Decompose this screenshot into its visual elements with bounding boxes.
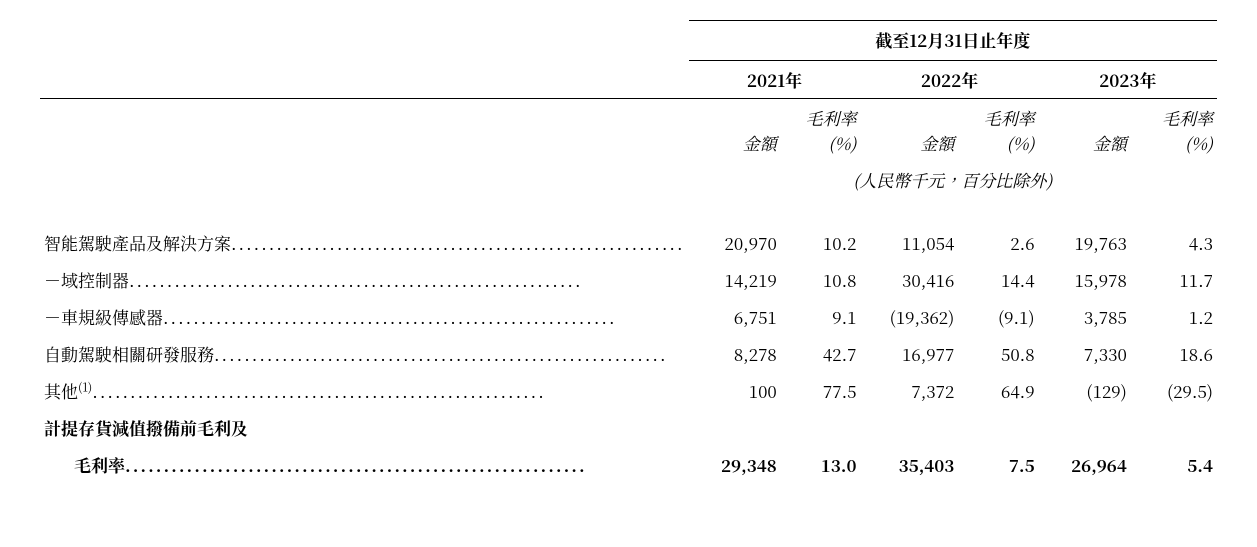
cell-value: 64.9 <box>958 372 1038 409</box>
period-title: 截至12月31日止年度 <box>689 21 1217 61</box>
cell-value: 14.4 <box>958 261 1038 298</box>
cell-value: 30,416 <box>861 261 959 298</box>
row-label: 智能駕駛產品及解決方案 ............................… <box>40 224 689 261</box>
financial-table: 截至12月31日止年度 2021年 2022年 2023年 金額 毛利率(%) … <box>40 20 1217 483</box>
cell-value: 77.5 <box>781 372 861 409</box>
cell-value: 10.2 <box>781 224 861 261</box>
cell-value: 35,403 <box>861 446 959 483</box>
row-label: 其他(1) ..................................… <box>40 372 689 409</box>
row-label: 毛利率 ....................................… <box>40 446 689 483</box>
row-label: －車規級傳感器 ................................… <box>40 298 689 335</box>
cell-value <box>861 409 959 446</box>
cell-value: 19,763 <box>1039 224 1131 261</box>
year-header-2023: 2023年 <box>1039 61 1217 99</box>
row-label: 自動駕駛相關研發服務 .............................… <box>40 335 689 372</box>
subhead-amount: 金額 <box>861 99 959 162</box>
cell-value: (9.1) <box>958 298 1038 335</box>
subhead-margin: 毛利率(%) <box>1131 99 1217 162</box>
year-header-2021: 2021年 <box>689 61 861 99</box>
cell-value: 16,977 <box>861 335 959 372</box>
cell-value: (129) <box>1039 372 1131 409</box>
table-row: 其他(1) ..................................… <box>40 372 1217 409</box>
subhead-margin: 毛利率(%) <box>781 99 861 162</box>
cell-value: 11,054 <box>861 224 959 261</box>
cell-value: 6,751 <box>689 298 781 335</box>
cell-value: 2.6 <box>958 224 1038 261</box>
subhead-amount: 金額 <box>1039 99 1131 162</box>
cell-value: 8,278 <box>689 335 781 372</box>
table-row: 毛利率 ....................................… <box>40 446 1217 483</box>
cell-value: 15,978 <box>1039 261 1131 298</box>
cell-value: 26,964 <box>1039 446 1131 483</box>
table-row: 自動駕駛相關研發服務 .............................… <box>40 335 1217 372</box>
cell-value: 42.7 <box>781 335 861 372</box>
cell-value: 7,330 <box>1039 335 1131 372</box>
cell-value: (19,362) <box>861 298 959 335</box>
cell-value <box>1131 409 1217 446</box>
row-label: 計提存貨減值撥備前毛利及 <box>40 409 689 446</box>
cell-value: 29,348 <box>689 446 781 483</box>
cell-value: 20,970 <box>689 224 781 261</box>
cell-value: 10.8 <box>781 261 861 298</box>
cell-value: 50.8 <box>958 335 1038 372</box>
cell-value: 9.1 <box>781 298 861 335</box>
cell-value: 7.5 <box>958 446 1038 483</box>
table-row: －車規級傳感器 ................................… <box>40 298 1217 335</box>
subhead-amount: 金額 <box>689 99 781 162</box>
cell-value: 4.3 <box>1131 224 1217 261</box>
cell-value <box>958 409 1038 446</box>
table-row: 計提存貨減值撥備前毛利及 <box>40 409 1217 446</box>
cell-value: 14,219 <box>689 261 781 298</box>
cell-value: 5.4 <box>1131 446 1217 483</box>
cell-value: 100 <box>689 372 781 409</box>
cell-value: 18.6 <box>1131 335 1217 372</box>
cell-value <box>689 409 781 446</box>
subhead-margin: 毛利率(%) <box>958 99 1038 162</box>
cell-value <box>1039 409 1131 446</box>
cell-value <box>781 409 861 446</box>
cell-value: 11.7 <box>1131 261 1217 298</box>
cell-value: 3,785 <box>1039 298 1131 335</box>
cell-value: 1.2 <box>1131 298 1217 335</box>
cell-value: 7,372 <box>861 372 959 409</box>
cell-value: 13.0 <box>781 446 861 483</box>
row-label: －域控制器 ..................................… <box>40 261 689 298</box>
cell-value: (29.5) <box>1131 372 1217 409</box>
year-header-2022: 2022年 <box>861 61 1039 99</box>
table-row: 智能駕駛產品及解決方案 ............................… <box>40 224 1217 261</box>
table-row: －域控制器 ..................................… <box>40 261 1217 298</box>
units-note: (人民幣千元，百分比除外) <box>689 161 1217 198</box>
